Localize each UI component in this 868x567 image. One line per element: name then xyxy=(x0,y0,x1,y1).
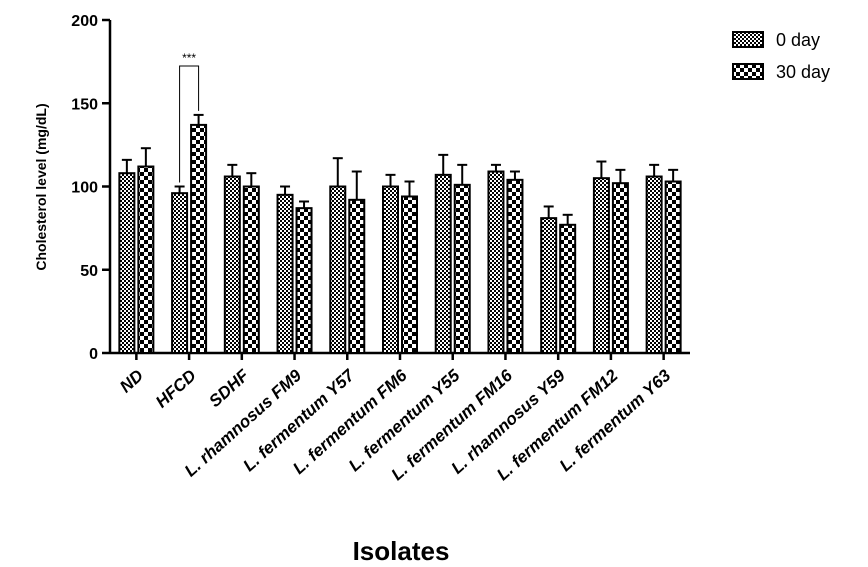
bar-l-fermentum-fm6-30-day xyxy=(401,195,418,354)
y-tick-label: 100 xyxy=(71,180,98,197)
y-tick-label: 150 xyxy=(71,96,98,113)
bar-l-fermentum-fm16-0-day xyxy=(487,170,505,354)
bar-l-rhamnosus-y59-0-day xyxy=(540,217,558,354)
bar-l-fermentum-fm12-0-day xyxy=(592,177,610,354)
bar-l-rhamnosus-fm9-0-day xyxy=(276,193,294,354)
bar-hfcd-0-day xyxy=(171,192,189,354)
bar-l-fermentum-fm16-30-day xyxy=(506,178,524,354)
bar-sdhf-30-day xyxy=(242,185,260,354)
bar-hfcd-30-day xyxy=(190,123,208,354)
bar-l-fermentum-y55-0-day xyxy=(434,173,452,354)
y-axis: 0 50 100 150 200 xyxy=(71,13,112,363)
x-axis-label: Isolates xyxy=(353,536,450,566)
y-tick-label: 50 xyxy=(80,263,98,280)
legend-swatch-30-day xyxy=(732,63,764,80)
error-bars-group xyxy=(121,113,679,225)
bar-l-fermentum-y57-30-day xyxy=(348,198,366,354)
category-label-hfcd: HFCD xyxy=(152,366,200,412)
bar-l-fermentum-fm12-30-day xyxy=(611,182,629,354)
bar-l-fermentum-fm6-0-day xyxy=(382,185,399,354)
significance-bracket xyxy=(179,65,200,183)
y-tick-label: 0 xyxy=(89,346,98,363)
bar-l-fermentum-y63-0-day xyxy=(645,175,663,354)
annotations: *** xyxy=(179,51,200,183)
bar-l-rhamnosus-fm9-30-day xyxy=(295,207,313,354)
bars-group xyxy=(118,123,682,354)
category-label-nd: ND xyxy=(116,366,147,397)
bar-nd-30-day xyxy=(137,165,155,354)
bar-sdhf-0-day xyxy=(223,175,241,354)
legend-swatch-0-day xyxy=(732,31,764,48)
y-tick-label: 200 xyxy=(71,13,98,30)
legend: 0 day 30 day xyxy=(732,30,830,82)
bar-nd-0-day xyxy=(118,172,136,354)
category-label-sdhf: SDHF xyxy=(205,365,253,410)
legend-label-0-day: 0 day xyxy=(776,30,820,50)
bar-l-fermentum-y57-0-day xyxy=(329,185,347,354)
bar-l-rhamnosus-y59-30-day xyxy=(559,223,577,354)
significance-label: *** xyxy=(182,51,196,65)
y-axis-label: Cholesterol level (mg/dL) xyxy=(33,103,49,270)
bar-l-fermentum-y55-30-day xyxy=(453,183,471,354)
legend-label-30-day: 30 day xyxy=(776,62,830,82)
bar-l-fermentum-y63-30-day xyxy=(664,180,682,354)
